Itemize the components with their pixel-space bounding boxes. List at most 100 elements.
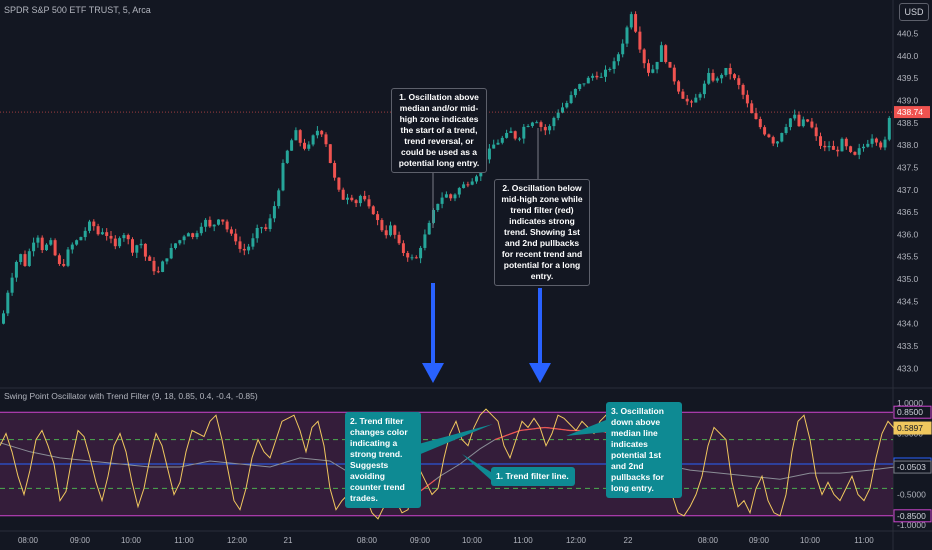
candle-body: [169, 247, 173, 259]
candle-body: [724, 67, 728, 75]
time-axis-tick: 22: [624, 536, 633, 545]
currency-button[interactable]: USD: [899, 3, 929, 21]
candle-body: [290, 140, 294, 151]
price-axis-tick: 438.0: [897, 140, 919, 150]
candle-body: [186, 233, 190, 237]
candle-body: [655, 61, 659, 70]
candle-body: [225, 221, 229, 230]
candle-body: [397, 234, 401, 244]
candle-body: [234, 233, 238, 242]
candle-body: [827, 145, 831, 148]
candle-body: [14, 261, 18, 278]
price-axis-tick: 435.5: [897, 252, 919, 262]
candle-body: [358, 195, 362, 204]
candle-body: [569, 95, 573, 104]
candle-body: [75, 240, 79, 245]
candle-body: [92, 221, 96, 227]
candle-body: [199, 226, 203, 234]
candle-body: [702, 83, 706, 95]
candle-body: [462, 184, 466, 189]
candle-body: [853, 151, 857, 155]
candle-body: [105, 232, 109, 236]
price-axis-tick: 439.0: [897, 95, 919, 105]
candle-body: [780, 133, 784, 142]
price-axis-tick: 434.5: [897, 296, 919, 306]
candle-body: [49, 240, 53, 245]
candle-body: [406, 253, 410, 258]
candle-body: [526, 126, 530, 128]
candle-body: [367, 199, 371, 207]
candle-body: [659, 45, 663, 62]
candle-body: [887, 117, 891, 140]
candle-body: [315, 130, 319, 136]
teal2-pointer: [462, 454, 491, 480]
candle-body: [208, 219, 212, 227]
candle-body: [324, 134, 328, 145]
candle-body: [634, 14, 638, 32]
candle-body: [410, 257, 414, 259]
candle-body: [466, 184, 470, 186]
candle-body: [122, 235, 126, 239]
last-price-tag: [894, 106, 930, 119]
candle-body: [543, 126, 547, 131]
candle-body: [642, 49, 646, 64]
candle-body: [27, 251, 31, 266]
candle-body: [23, 254, 27, 266]
candle-body: [819, 136, 822, 146]
candle-body: [419, 247, 423, 259]
candle-body: [862, 146, 865, 149]
candle-body: [457, 188, 461, 195]
candle-body: [70, 244, 74, 250]
candle-body: [341, 189, 345, 200]
candle-body: [53, 240, 57, 256]
candle-body: [195, 233, 199, 238]
candle-body: [522, 126, 526, 139]
candle-body: [320, 130, 324, 135]
candle-body: [776, 141, 779, 144]
candle-body: [337, 177, 341, 190]
candle-body: [806, 119, 810, 122]
candle-body: [298, 130, 302, 143]
candle-body: [118, 238, 122, 247]
candle-body: [277, 190, 281, 207]
candle-body: [126, 235, 130, 240]
candle-body: [500, 137, 504, 143]
candle-body: [870, 138, 874, 144]
candle-body: [260, 227, 263, 229]
candle-body: [427, 222, 431, 235]
time-axis-tick: 09:00: [70, 536, 91, 545]
candle-body: [763, 127, 767, 135]
candle-body: [204, 219, 208, 227]
oscillator-axis-tick: -0.5000: [897, 489, 926, 499]
candle-body: [449, 194, 453, 199]
time-axis-tick: 08:00: [357, 536, 378, 545]
candle-body: [328, 144, 332, 163]
oscillator-axis-tick: -1.0000: [897, 520, 926, 530]
candle-body: [750, 103, 754, 114]
time-axis-tick: 12:00: [566, 536, 587, 545]
candle-body: [711, 72, 715, 81]
candle-body: [539, 122, 543, 127]
candle-body: [376, 214, 380, 221]
candle-body: [496, 142, 500, 145]
candle-body: [380, 220, 384, 231]
candle-body: [212, 224, 216, 227]
candle-body: [548, 126, 552, 131]
arrow-down-left-head: [422, 363, 444, 383]
candle-body: [625, 27, 629, 44]
candle-body: [694, 97, 698, 103]
candle-body: [294, 130, 298, 141]
candle-body: [797, 114, 801, 127]
candle-body: [823, 145, 827, 148]
price-axis-tick: 436.0: [897, 229, 919, 239]
candle-body: [152, 260, 156, 272]
oscillator-line: [0, 408, 895, 520]
time-axis-tick: 11:00: [513, 536, 533, 545]
arrow-down-right-head: [529, 363, 551, 383]
oscillator-axis-tick: 1.0000: [897, 398, 923, 408]
candle-body: [582, 83, 586, 85]
candle-body: [453, 194, 457, 199]
candle-body: [505, 132, 509, 138]
